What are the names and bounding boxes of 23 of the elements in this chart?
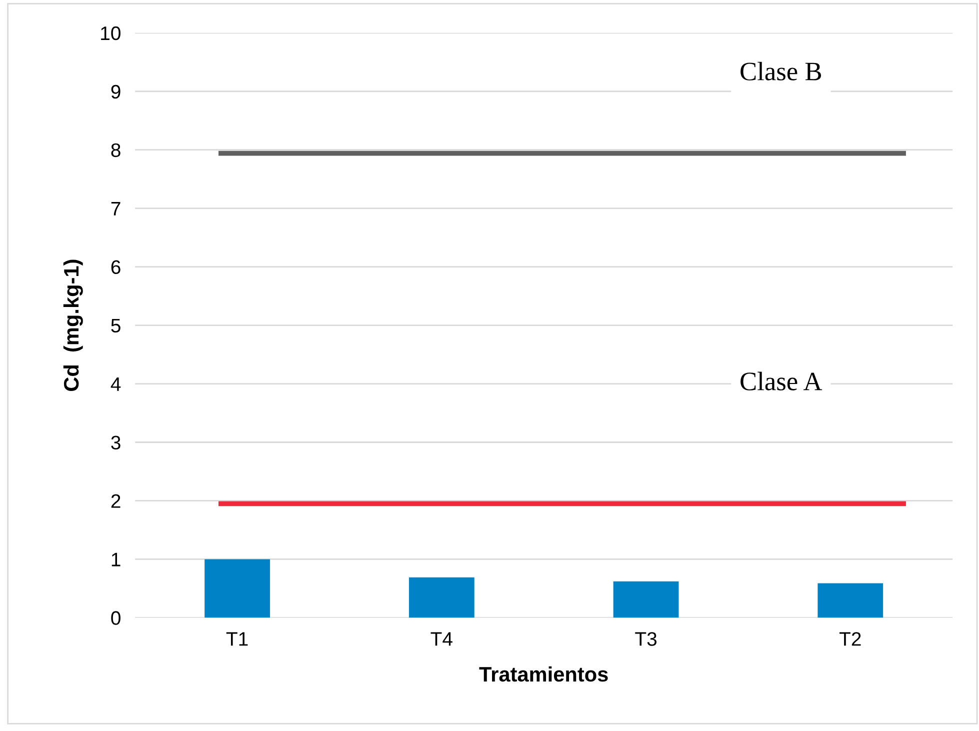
- y-tick-label: 3: [111, 436, 120, 450]
- y-tick-label: 6: [111, 260, 120, 274]
- bar: [204, 559, 270, 618]
- bar: [613, 581, 679, 618]
- y-tick-label: 10: [101, 26, 120, 40]
- y-tick-label: 1: [112, 552, 120, 566]
- y-tick-label: 9: [111, 84, 120, 99]
- x-axis-title: Tratamientos: [479, 666, 608, 682]
- y-tick-label: 4: [110, 377, 121, 391]
- x-tick-label: T1: [226, 632, 248, 646]
- y-tick-label: 8: [111, 143, 120, 158]
- y-tick-label: 7: [111, 202, 120, 216]
- annotation: Clase B: [740, 62, 822, 80]
- x-tick-label: T4: [430, 632, 452, 646]
- y-tick-label: 5: [111, 318, 120, 333]
- x-tick-label: T2: [839, 632, 861, 646]
- y-tick-label: 0: [111, 611, 120, 625]
- x-tick-label: T3: [635, 632, 657, 646]
- bar: [408, 577, 474, 618]
- y-tick-label: 2: [111, 494, 120, 508]
- y-axis-title: Cd (mg.kg-1): [63, 260, 83, 391]
- bar: [818, 583, 884, 618]
- annotation: Clase A: [740, 372, 822, 390]
